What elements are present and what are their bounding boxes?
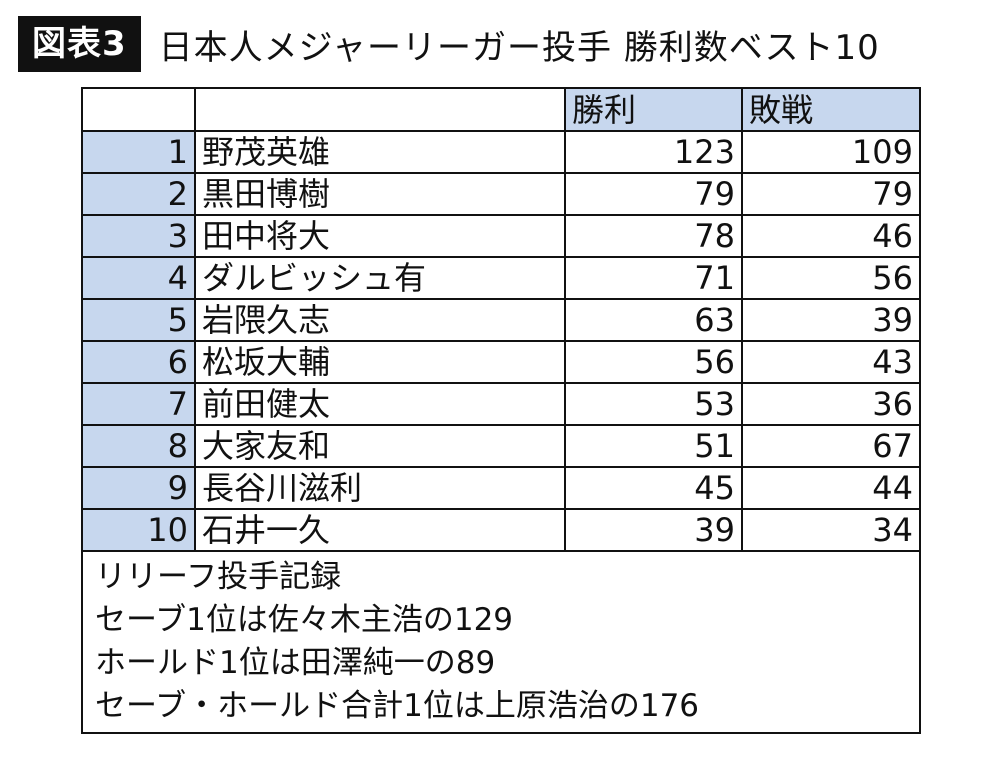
rank-cell: 3 [81, 214, 196, 258]
note-holds: ホールド1位は田澤純一の89 [95, 645, 496, 681]
wins-cell: 63 [564, 298, 743, 342]
wins-cell: 79 [564, 172, 743, 216]
losses-cell: 56 [741, 256, 921, 300]
figure-title: 日本人メジャーリーガー投手 勝利数ベスト10 [158, 27, 880, 68]
wins-cell: 45 [564, 466, 743, 510]
losses-cell: 36 [741, 382, 921, 426]
pitcher-name-cell: ダルビッシュ有 [194, 256, 566, 300]
wins-cell: 123 [564, 130, 743, 174]
wins-cell: 78 [564, 214, 743, 258]
table-row: 6 松坂大輔 56 43 [81, 340, 921, 384]
losses-cell: 79 [741, 172, 921, 216]
stats-table: 勝利 敗戦 1 野茂英雄 123 109 2 黒田博樹 79 79 3 田中将大… [81, 87, 921, 734]
header-losses: 敗戦 [741, 87, 921, 132]
note-saves-holds-total: セーブ・ホールド合計1位は上原浩治の176 [95, 688, 700, 724]
losses-cell: 67 [741, 424, 921, 468]
pitcher-name-cell: 前田健太 [194, 382, 566, 426]
pitcher-name-cell: 野茂英雄 [194, 130, 566, 174]
table-row: 7 前田健太 53 36 [81, 382, 921, 426]
wins-cell: 51 [564, 424, 743, 468]
figure-badge: 図表3 [18, 16, 141, 72]
table-row: 3 田中将大 78 46 [81, 214, 921, 258]
rank-cell: 4 [81, 256, 196, 300]
table-row: 8 大家友和 51 67 [81, 424, 921, 468]
rank-cell: 6 [81, 340, 196, 384]
rank-cell: 8 [81, 424, 196, 468]
pitcher-name-cell: 長谷川滋利 [194, 466, 566, 510]
rank-cell: 1 [81, 130, 196, 174]
table-row: 5 岩隈久志 63 39 [81, 298, 921, 342]
table-row: 2 黒田博樹 79 79 [81, 172, 921, 216]
pitcher-name-cell: 田中将大 [194, 214, 566, 258]
losses-cell: 109 [741, 130, 921, 174]
notes-row: リリーフ投手記録 セーブ1位は佐々木主浩の129 ホールド1位は田澤純一の89 … [81, 550, 921, 734]
table-header-row: 勝利 敗戦 [81, 87, 921, 132]
losses-cell: 39 [741, 298, 921, 342]
table-row: 1 野茂英雄 123 109 [81, 130, 921, 174]
losses-cell: 43 [741, 340, 921, 384]
rank-cell: 9 [81, 466, 196, 510]
losses-cell: 46 [741, 214, 921, 258]
header-name [194, 87, 566, 132]
pitcher-name-cell: 松坂大輔 [194, 340, 566, 384]
pitcher-name-cell: 岩隈久志 [194, 298, 566, 342]
wins-cell: 53 [564, 382, 743, 426]
rank-cell: 5 [81, 298, 196, 342]
losses-cell: 44 [741, 466, 921, 510]
header-wins: 勝利 [564, 87, 743, 132]
pitcher-name-cell: 石井一久 [194, 508, 566, 552]
figure-header: 図表3 日本人メジャーリーガー投手 勝利数ベスト10 [18, 14, 880, 74]
rank-cell: 10 [81, 508, 196, 552]
header-rank [81, 87, 196, 132]
rank-cell: 7 [81, 382, 196, 426]
note-saves: セーブ1位は佐々木主浩の129 [95, 602, 514, 638]
relief-notes-cell: リリーフ投手記録 セーブ1位は佐々木主浩の129 ホールド1位は田澤純一の89 … [81, 550, 921, 734]
table-row: 10 石井一久 39 34 [81, 508, 921, 552]
rank-cell: 2 [81, 172, 196, 216]
wins-cell: 56 [564, 340, 743, 384]
wins-cell: 39 [564, 508, 743, 552]
table-row: 4 ダルビッシュ有 71 56 [81, 256, 921, 300]
table-row: 9 長谷川滋利 45 44 [81, 466, 921, 510]
notes-heading: リリーフ投手記録 [95, 559, 342, 595]
wins-cell: 71 [564, 256, 743, 300]
losses-cell: 34 [741, 508, 921, 552]
pitcher-name-cell: 大家友和 [194, 424, 566, 468]
pitcher-name-cell: 黒田博樹 [194, 172, 566, 216]
